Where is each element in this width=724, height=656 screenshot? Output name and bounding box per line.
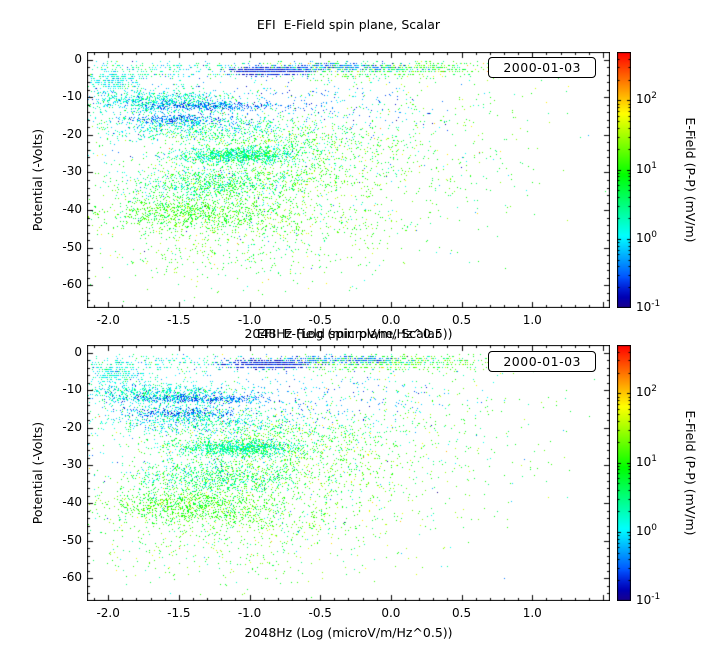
bottom-date-annotation: 2000-01-03 xyxy=(488,351,596,372)
colorbar-tick-label: 10-1 xyxy=(636,299,661,314)
y-tick-label: -20 xyxy=(62,126,82,141)
top-plot-x-axis-label: 2048Hz (Log (microV/m/Hz^0.5)) xyxy=(244,326,453,341)
y-tick-label: -10 xyxy=(62,382,82,397)
x-tick-label: 0.5 xyxy=(452,606,472,620)
y-tick-label: -50 xyxy=(62,532,82,547)
x-tick-label: 1.0 xyxy=(522,606,542,620)
top-colorbar-label: E-Field (P-P) (mV/m) xyxy=(683,117,698,243)
y-tick-label: -60 xyxy=(62,570,82,585)
x-tick-label: -1.0 xyxy=(237,606,262,620)
x-tick-label: 0.5 xyxy=(452,313,472,327)
colorbar-tick-label: 10-1 xyxy=(636,592,661,607)
y-tick-label: 0 xyxy=(74,51,82,66)
colorbar-tick-label: 100 xyxy=(636,229,658,245)
y-tick-label: -30 xyxy=(62,164,82,179)
y-tick-label: 0 xyxy=(74,344,82,359)
bottom-colorbar xyxy=(617,345,631,601)
colorbar-tick-label: 101 xyxy=(636,453,658,469)
x-tick-label: -1.0 xyxy=(237,313,262,327)
top-scatter-plot-canvas xyxy=(87,52,610,308)
top-colorbar xyxy=(617,52,631,308)
y-tick-label: -40 xyxy=(62,495,82,510)
y-tick-label: -20 xyxy=(62,419,82,434)
x-tick-label: -1.5 xyxy=(167,313,191,327)
y-tick-label: -40 xyxy=(62,202,82,217)
colorbar-tick-label: 100 xyxy=(636,522,658,538)
y-tick-label: -10 xyxy=(62,89,82,104)
colorbar-tick-label: 102 xyxy=(636,384,658,400)
colorbar-tick-label: 101 xyxy=(636,160,658,176)
x-tick-label: 1.0 xyxy=(522,313,542,327)
y-tick-label: -30 xyxy=(62,457,82,472)
colorbar-tick-label: 102 xyxy=(636,91,658,107)
x-tick-label: -0.5 xyxy=(308,313,332,327)
bottom-plot-x-axis-label: 2048Hz (Log (microV/m/Hz^0.5)) xyxy=(244,625,453,640)
y-tick-label: -50 xyxy=(62,239,82,254)
x-tick-label: 0.0 xyxy=(381,313,401,327)
x-tick-label: -1.5 xyxy=(167,606,191,620)
x-tick-label: -2.0 xyxy=(96,313,120,327)
x-tick-label: -2.0 xyxy=(96,606,120,620)
x-tick-label: -0.5 xyxy=(308,606,332,620)
bottom-plot-title: EFI E-Field spin plane, Scalar xyxy=(256,326,441,341)
x-tick-label: 0.0 xyxy=(381,606,401,620)
y-tick-label: -60 xyxy=(62,277,82,292)
bottom-colorbar-label: E-Field (P-P) (mV/m) xyxy=(683,410,698,536)
top-date-annotation: 2000-01-03 xyxy=(488,57,596,78)
bottom-scatter-plot-canvas xyxy=(87,345,610,601)
top-plot-title: EFI E-Field spin plane, Scalar xyxy=(256,17,441,32)
